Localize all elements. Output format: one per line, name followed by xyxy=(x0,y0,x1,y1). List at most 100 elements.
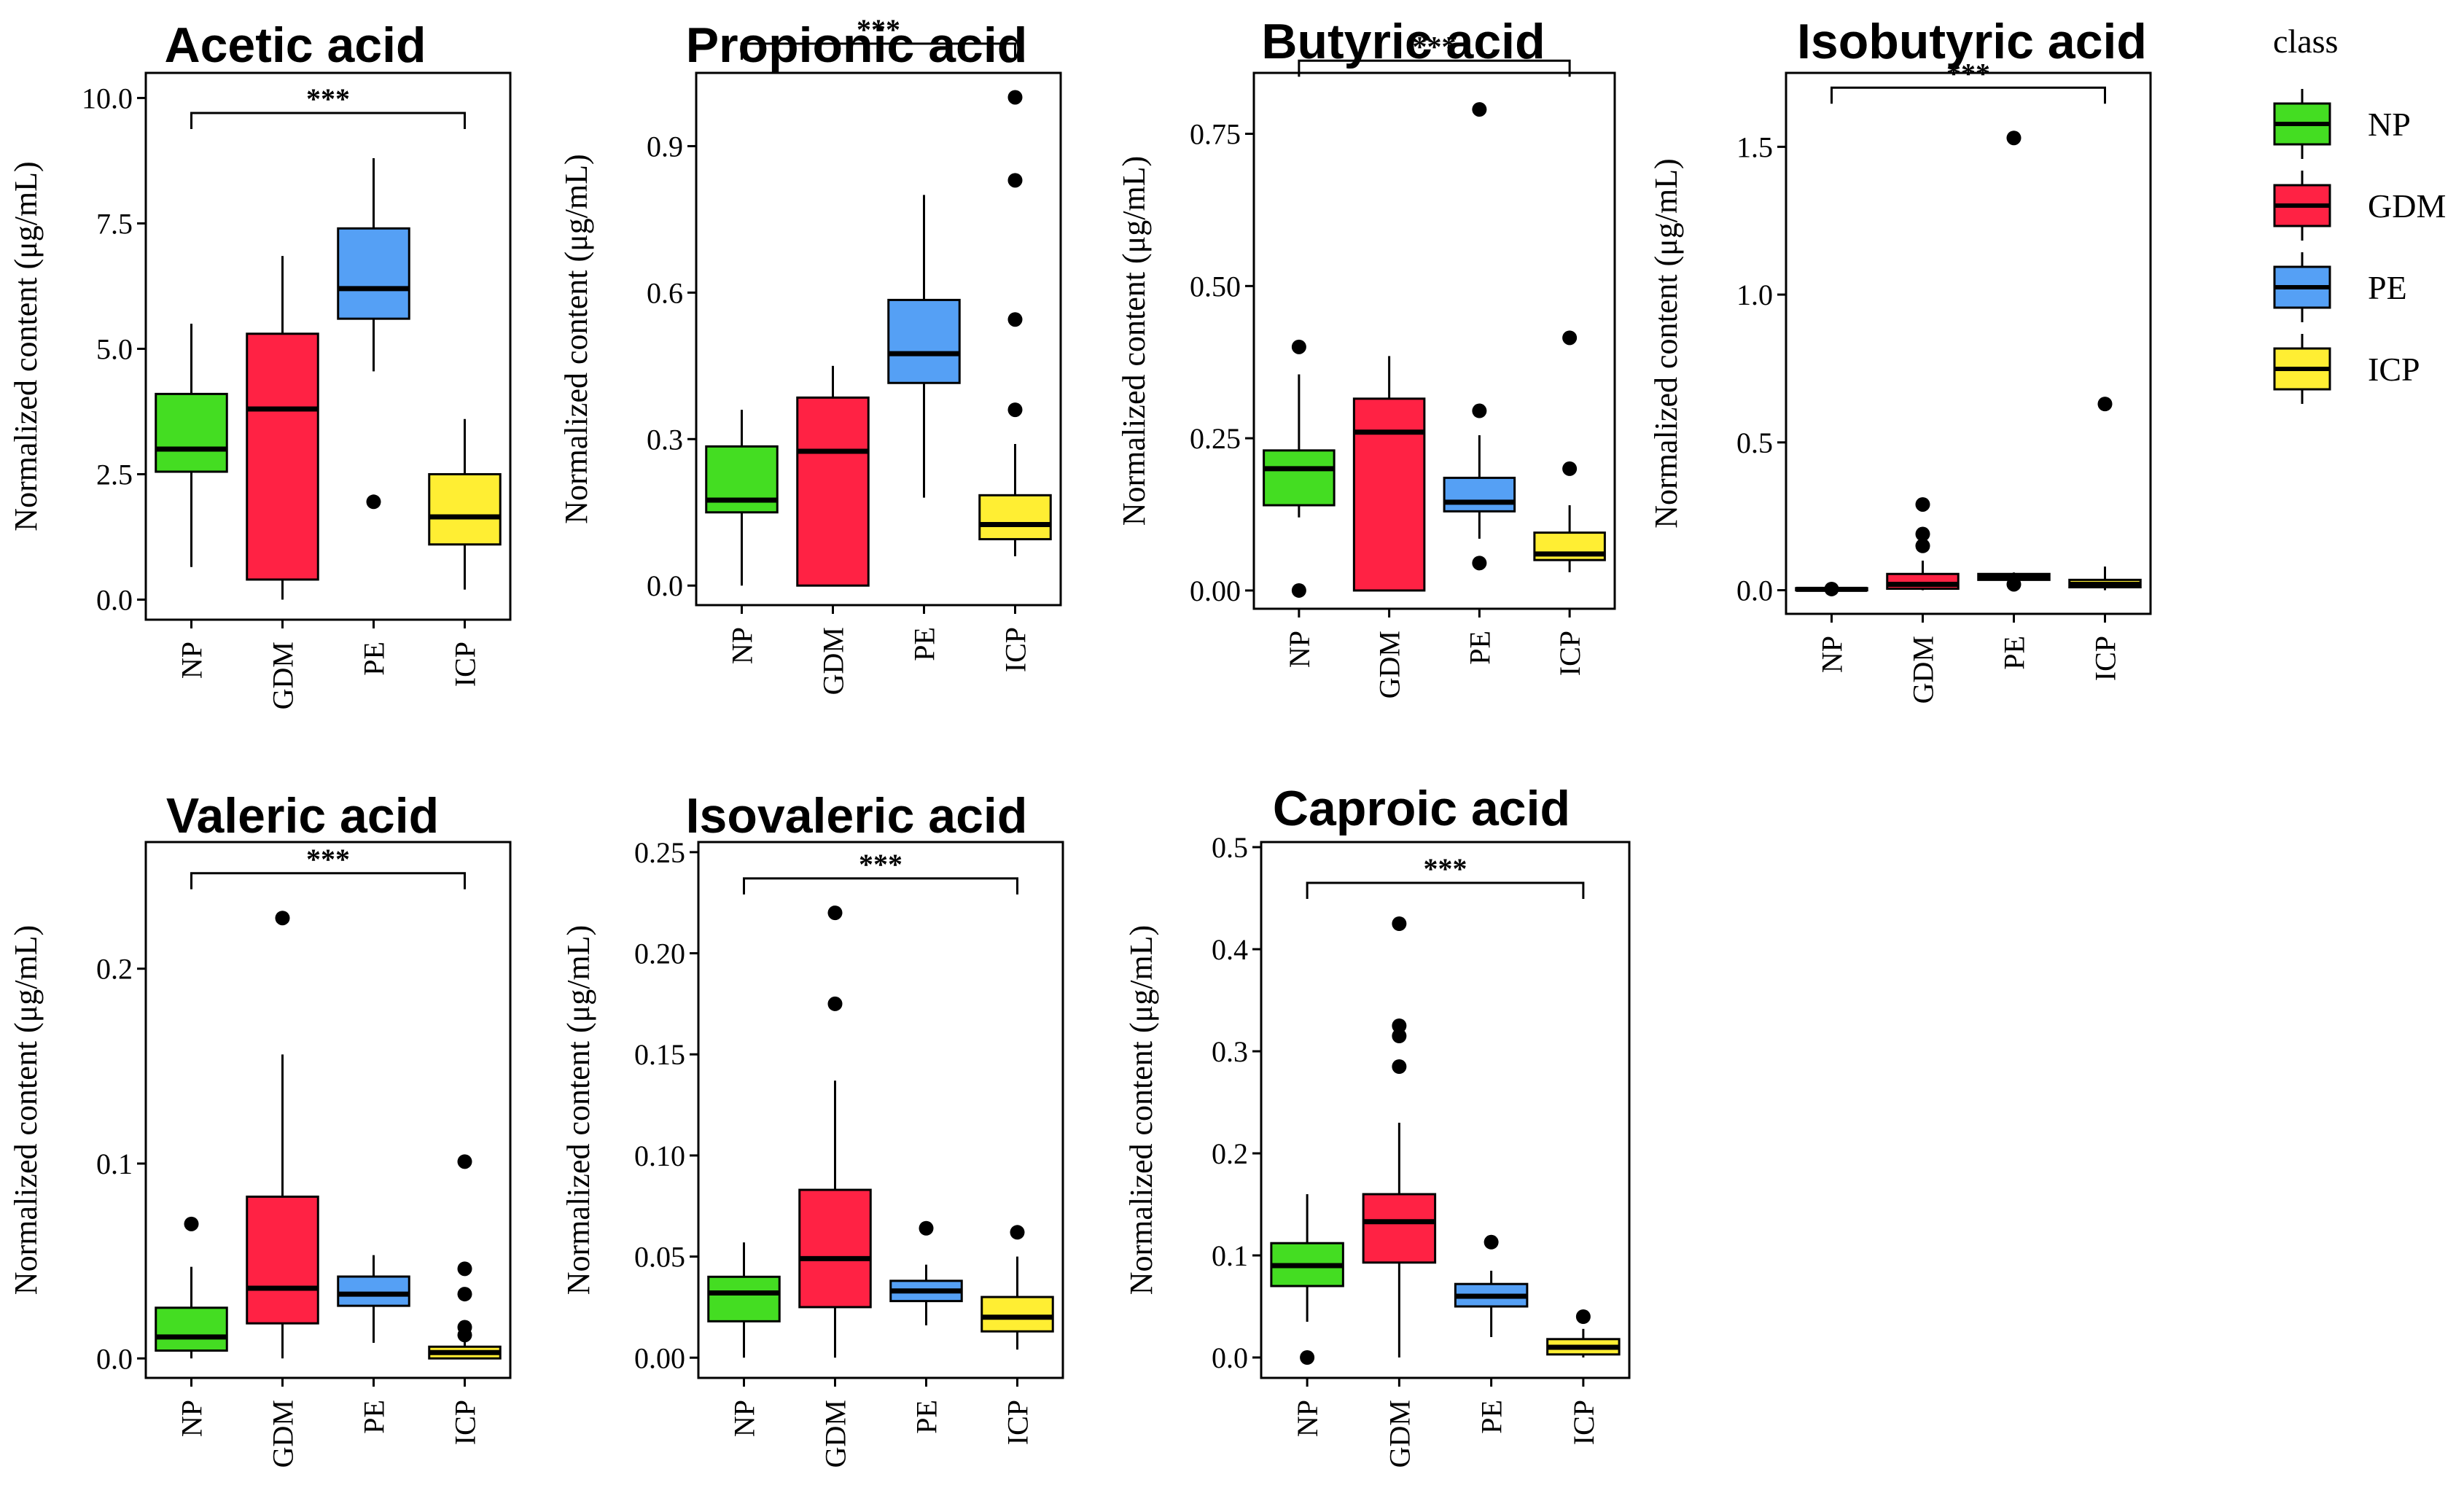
box-pe xyxy=(1977,130,2051,592)
box-pe xyxy=(337,1255,410,1343)
box-body xyxy=(337,1275,410,1307)
legend-title: class xyxy=(2273,23,2338,60)
panel-title: Isovaleric acid xyxy=(686,788,1028,844)
outlier-point xyxy=(1562,461,1578,476)
x-tick-label: ICP xyxy=(2089,636,2122,681)
outlier-point xyxy=(827,996,843,1011)
panel-title: Valeric acid xyxy=(166,788,439,844)
y-tick-label: 0.75 xyxy=(1190,118,1241,151)
outlier-point xyxy=(1392,1029,1407,1043)
outlier-point xyxy=(1291,339,1306,354)
y-tick-label: 1.0 xyxy=(1736,278,1773,311)
y-tick-label: 0.10 xyxy=(634,1139,685,1172)
x-tick-label: GDM xyxy=(819,1400,852,1468)
box-body xyxy=(1263,449,1336,507)
y-tick-label: 0.25 xyxy=(1190,422,1241,455)
legend-item-icp: ICP xyxy=(2273,334,2420,404)
x-tick-label: NP xyxy=(176,642,208,679)
outlier-point xyxy=(275,911,290,926)
x-tick-label: GDM xyxy=(817,627,850,695)
y-tick-label: 0.5 xyxy=(1212,831,1248,864)
outlier-point xyxy=(457,1287,472,1302)
outlier-point xyxy=(1007,402,1023,418)
box-gdm xyxy=(798,905,872,1358)
x-tick-label: NP xyxy=(1816,636,1849,673)
y-tick-label: 10.0 xyxy=(82,82,133,114)
box-body xyxy=(798,1188,872,1309)
significance-bracket xyxy=(1298,59,1571,77)
x-tick-label: ICP xyxy=(1567,1400,1600,1445)
y-tick-label: 0.3 xyxy=(1212,1035,1248,1068)
box-np xyxy=(155,1216,228,1359)
outlier-point xyxy=(184,1216,199,1231)
outlier-point xyxy=(1392,1059,1407,1074)
outlier-point xyxy=(1010,1225,1025,1240)
legend-item-gdm: GDM xyxy=(2273,171,2446,241)
plot-frame xyxy=(697,841,1064,1379)
y-tick-label: 7.5 xyxy=(96,207,133,240)
box-pe xyxy=(889,1220,963,1325)
outlier-point xyxy=(1472,102,1487,117)
box-pe xyxy=(887,195,961,498)
box-icp xyxy=(978,90,1052,557)
outlier-point xyxy=(1007,90,1023,105)
box-body xyxy=(707,1275,781,1322)
legend-item-np: NP xyxy=(2273,89,2411,159)
significance-bracket xyxy=(1831,86,2106,104)
box-icp xyxy=(428,1154,502,1360)
x-tick-label: GDM xyxy=(267,642,300,709)
panel-title: Caproic acid xyxy=(1273,781,1570,836)
outlier-point xyxy=(1300,1350,1315,1365)
outlier-point xyxy=(1824,581,1839,596)
box-body xyxy=(155,1306,228,1352)
x-tick-label: NP xyxy=(1283,631,1316,668)
box-body xyxy=(246,332,319,581)
box-icp xyxy=(980,1225,1054,1350)
y-axis-label: Normalized content (μg/mL) xyxy=(1123,925,1159,1295)
significance-label: *** xyxy=(1946,57,1990,90)
significance-bracket xyxy=(190,872,466,889)
box-icp xyxy=(1546,1309,1621,1357)
significance-label: *** xyxy=(857,13,900,46)
box-np xyxy=(155,324,228,567)
outlier-point xyxy=(1484,1234,1499,1250)
plot-frame xyxy=(1252,71,1616,610)
x-tick-label: ICP xyxy=(449,1400,482,1445)
box-gdm xyxy=(246,256,319,600)
significance-label: *** xyxy=(306,82,350,115)
y-tick-label: 5.0 xyxy=(96,332,133,365)
box-body xyxy=(887,298,961,384)
significance-label: *** xyxy=(859,848,902,881)
y-axis-label: Normalized content (μg/mL) xyxy=(1116,156,1152,526)
significance-label: *** xyxy=(1413,30,1457,63)
box-body xyxy=(978,494,1052,541)
box-np xyxy=(707,1242,781,1358)
plot-frame xyxy=(695,71,1062,607)
box-np xyxy=(1270,1194,1344,1365)
box-icp xyxy=(2068,397,2142,591)
panel-caproic-acid: Caproic acid 0.0 0.1 0.2 0.3 0.4 0.5 Normalized… xyxy=(1123,781,1631,1468)
outlier-point xyxy=(2006,130,2022,146)
y-tick-label: 0.0 xyxy=(1736,574,1773,607)
significance-bracket xyxy=(743,877,1018,895)
legend-label: NP xyxy=(2368,106,2411,143)
outlier-point xyxy=(457,1154,472,1169)
box-pe xyxy=(1454,1234,1529,1337)
y-tick-label: 0.2 xyxy=(96,953,133,986)
legend-label: GDM xyxy=(2368,187,2446,225)
outlier-point xyxy=(1915,496,1930,512)
y-tick-label: 0.9 xyxy=(647,130,683,163)
outlier-point xyxy=(1291,583,1306,598)
significance-bracket xyxy=(1306,881,1585,899)
outlier-point xyxy=(2097,397,2113,412)
box-body xyxy=(1443,476,1516,513)
x-tick-label: PE xyxy=(911,1400,943,1434)
outlier-point xyxy=(1575,1309,1591,1324)
y-tick-label: 0.0 xyxy=(647,569,683,602)
box-body xyxy=(428,472,502,546)
x-tick-label: NP xyxy=(726,627,759,664)
x-tick-label: ICP xyxy=(449,642,482,687)
legend: class NP GDM PE ICP xyxy=(2273,23,2446,404)
y-tick-label: 0.00 xyxy=(1190,574,1241,607)
